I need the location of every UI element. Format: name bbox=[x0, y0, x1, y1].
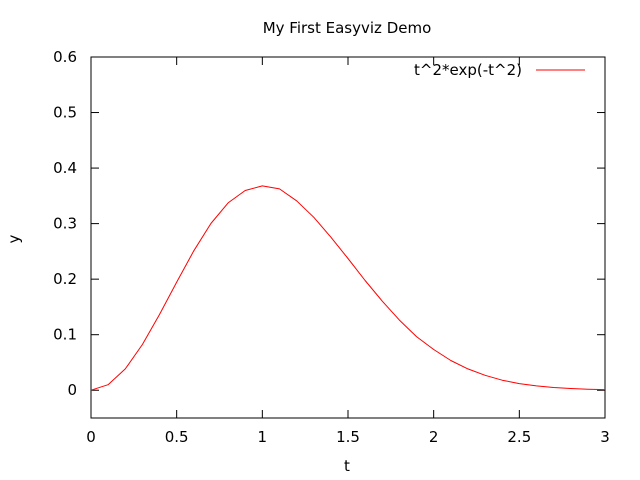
x-tick-label: 1 bbox=[258, 428, 268, 446]
y-tick-label: 0.3 bbox=[53, 215, 77, 233]
y-tick-label: 0.4 bbox=[53, 159, 77, 177]
chart-title: My First Easyviz Demo bbox=[263, 19, 432, 37]
y-axis: 0 0.1 0.2 0.3 0.4 0.5 0.6 bbox=[53, 48, 605, 399]
x-axis: 0 0.5 1 1.5 2 2.5 3 bbox=[86, 57, 610, 446]
x-tick-label: 0.5 bbox=[165, 428, 189, 446]
y-tick-label: 0 bbox=[67, 381, 77, 399]
series-line bbox=[90, 185, 606, 391]
x-tick-label: 1.5 bbox=[336, 428, 360, 446]
y-tick-label: 0.5 bbox=[53, 104, 77, 122]
y-tick-label: 0.1 bbox=[53, 326, 77, 344]
series-group bbox=[90, 185, 606, 391]
x-tick-label: 2.5 bbox=[507, 428, 531, 446]
legend: t^2*exp(-t^2) bbox=[414, 61, 585, 79]
plot-frame bbox=[90, 56, 606, 419]
x-tick-label: 2 bbox=[429, 428, 439, 446]
legend-label: t^2*exp(-t^2) bbox=[414, 61, 522, 79]
y-axis-label: y bbox=[5, 234, 23, 243]
y-tick-label: 0.2 bbox=[53, 270, 77, 288]
x-axis-label: t bbox=[344, 457, 350, 475]
plot-area: 0 0.5 1 1.5 2 2.5 3 0 0.1 0.2 0.3 0.4 0.5 0.6 bbox=[53, 48, 610, 446]
x-tick-label: 3 bbox=[600, 428, 610, 446]
y-tick-label: 0.6 bbox=[53, 48, 77, 66]
x-tick-label: 0 bbox=[86, 428, 96, 446]
